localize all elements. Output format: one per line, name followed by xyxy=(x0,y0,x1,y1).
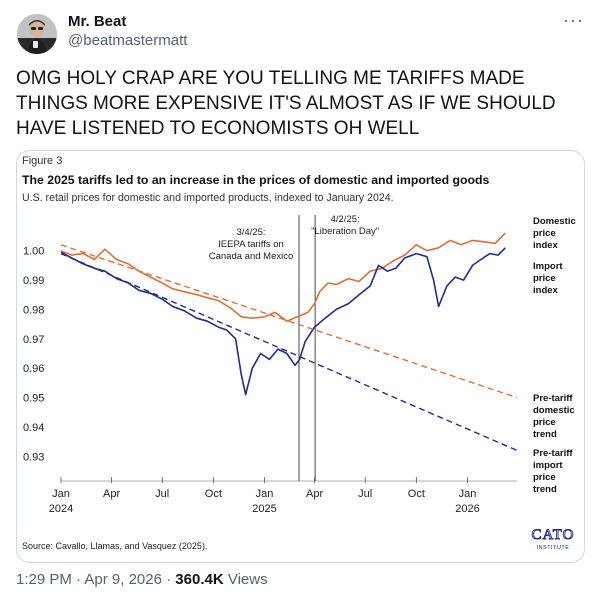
series-label: index xyxy=(533,240,559,251)
views-label: Views xyxy=(227,571,268,588)
x-tick-year-label: 2026 xyxy=(455,503,479,515)
views-count: 360.4K xyxy=(175,571,224,588)
series-label: Import xyxy=(533,261,563,272)
meta-separator: · xyxy=(76,571,82,588)
x-tick-year-label: 2025 xyxy=(252,503,276,515)
x-tick-label: Oct xyxy=(408,488,425,500)
event-label: Canada and Mexico xyxy=(209,251,294,262)
y-tick-label: 0.94 xyxy=(23,422,44,434)
x-tick-label: Oct xyxy=(205,488,222,500)
event-label: "Liberation Day" xyxy=(311,226,379,237)
series-label: Domestic xyxy=(533,216,576,227)
chart-title: The 2025 tariffs led to an increase in t… xyxy=(22,173,490,187)
y-tick-label: 0.93 xyxy=(23,451,44,463)
chart-subtitle: U.S. retail prices for domestic and impo… xyxy=(22,192,394,204)
avatar[interactable] xyxy=(17,14,57,54)
y-tick-label: 0.96 xyxy=(23,363,44,375)
series-label: Pre-tariff xyxy=(533,448,573,459)
y-tick-label: 0.98 xyxy=(23,304,44,316)
event-label: 3/4/25: xyxy=(236,227,265,238)
avatar-image xyxy=(17,14,57,54)
tweet-meta: 1:29 PM · Apr 9, 2026 · 360.4K Views xyxy=(16,571,268,588)
meta-separator: · xyxy=(166,571,172,588)
tweet-time[interactable]: 1:29 PM xyxy=(16,571,72,588)
x-tick-label: Apr xyxy=(103,488,120,500)
series-label: domestic xyxy=(533,405,575,416)
x-tick-label: Jan xyxy=(459,488,477,500)
event-label: IEEPA tariffs on xyxy=(218,239,284,250)
plot-area: 1.00 0.99 0.98 0.97 0.96 0.95 0.94 0.93 Jan 2024 A… xyxy=(23,214,576,515)
y-tick-label: 0.99 xyxy=(23,275,44,287)
series-label: trend xyxy=(533,429,557,440)
ellipsis-icon: ··· xyxy=(563,10,584,30)
x-tick-label: Jan xyxy=(256,488,274,500)
x-tick-label: Jan xyxy=(52,488,70,500)
tweet-date[interactable]: Apr 9, 2026 xyxy=(84,571,162,588)
trend-line xyxy=(60,244,518,399)
series-label: index xyxy=(533,285,559,296)
more-options-button[interactable]: ··· xyxy=(563,10,584,31)
user-handle[interactable]: @beatmastermatt xyxy=(68,32,188,49)
svg-text:INSTITUTE: INSTITUTE xyxy=(537,545,570,551)
trend-line xyxy=(60,252,518,452)
series-label: import xyxy=(533,460,563,471)
y-tick-label: 1.00 xyxy=(23,246,44,258)
x-tick-label: Jul xyxy=(358,488,372,500)
series-label: price xyxy=(533,228,556,239)
figure-label: Figure 3 xyxy=(22,155,62,167)
x-tick-year-label: 2024 xyxy=(49,503,73,515)
y-tick-label: 0.95 xyxy=(23,393,44,405)
tweet-text: OMG HOLY CRAP ARE YOU TELLING ME TARIFFS… xyxy=(16,68,556,139)
display-name[interactable]: Mr. Beat xyxy=(68,13,127,30)
event-label: 4/2/25: xyxy=(331,214,360,225)
series-label: Pre-tariff xyxy=(533,393,573,404)
cato-logo: CATO INSTITUTE xyxy=(531,527,575,551)
chart-image-card[interactable]: Figure 3 The 2025 tariffs led to an incr… xyxy=(16,150,585,563)
svg-text:CATO: CATO xyxy=(532,527,575,543)
x-tick-label: Apr xyxy=(306,488,323,500)
series-line xyxy=(60,247,506,396)
series-label: trend xyxy=(533,484,557,495)
chart-figure: Figure 3 The 2025 tariffs led to an incr… xyxy=(22,155,576,551)
x-tick-label: Jul xyxy=(155,488,169,500)
source-note: Source: Cavallo, Llamas, and Vasquez (20… xyxy=(22,541,207,551)
series-label: price xyxy=(533,273,556,284)
y-tick-label: 0.97 xyxy=(23,334,44,346)
series-label: price xyxy=(533,472,556,483)
series-label: price xyxy=(533,417,556,428)
